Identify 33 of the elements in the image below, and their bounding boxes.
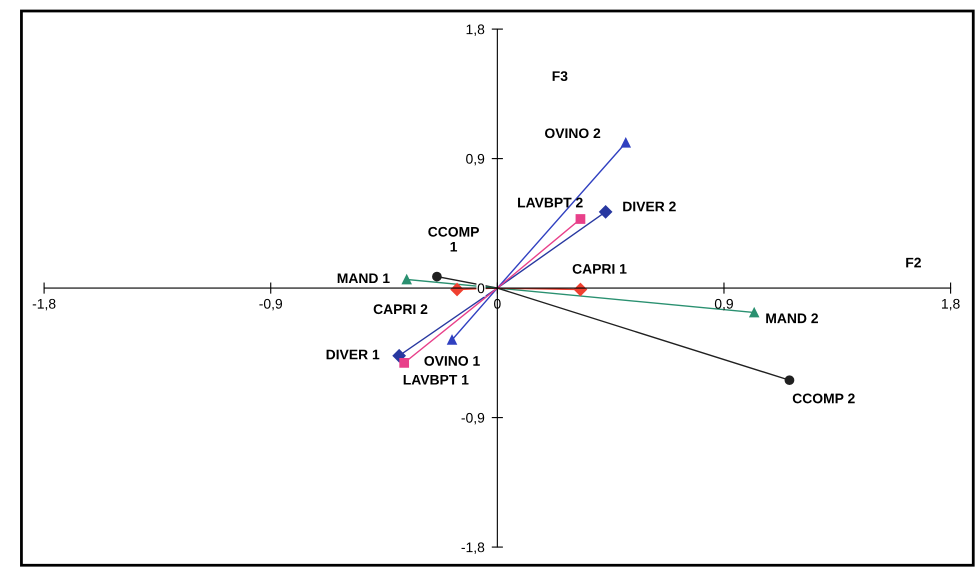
y-tick-label: 1,8 (466, 24, 484, 36)
x-tick-label: 0,9 (714, 298, 733, 310)
y-tick-label: -1,8 (462, 542, 484, 554)
x-axis-title: F2 (906, 258, 921, 268)
point (392, 349, 406, 362)
annotation: DIVER 2 (623, 202, 676, 212)
point (399, 358, 410, 368)
annotation: CCOMP 2 (792, 394, 855, 404)
point (599, 205, 612, 218)
annotation: CAPRI 1 (572, 264, 627, 274)
x-tick-label: -1,8 (32, 298, 56, 310)
point (576, 214, 586, 224)
y-tick-label: 0 (478, 283, 484, 294)
annotation: LAVBPT 2 (518, 198, 583, 208)
annotation: CAPRI 2 (374, 304, 428, 314)
point (749, 308, 760, 318)
point (447, 335, 457, 345)
x-tick-label: -0,9 (259, 298, 282, 310)
annotation: MAND 2 (766, 313, 818, 324)
x-tick-label: 1,8 (942, 298, 960, 310)
y-tick-label: -0,9 (462, 412, 484, 424)
point (402, 274, 412, 284)
annotation: OVINO 2 (545, 128, 600, 138)
point (620, 138, 631, 148)
point (784, 375, 794, 386)
point (432, 272, 442, 282)
annotation: OVINO 1 (424, 356, 480, 366)
y-axis-title: F3 (552, 71, 568, 82)
annotation: DIVER 1 (326, 350, 380, 360)
annotation: CCOMP 1 (428, 226, 479, 252)
y-tick-label: 0,9 (466, 154, 484, 166)
annotation: LAVBPT 1 (404, 375, 469, 385)
annotation: MAND 1 (338, 273, 390, 284)
